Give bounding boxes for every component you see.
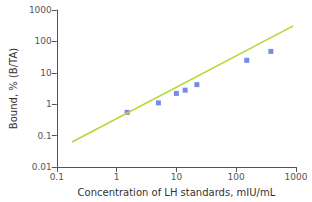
svg-text:Concentration of LH standards,: Concentration of LH standards, mIU/mL bbox=[78, 187, 276, 198]
svg-text:10: 10 bbox=[171, 172, 183, 182]
svg-text:1000: 1000 bbox=[29, 5, 52, 15]
svg-text:Bound, % (B/TA): Bound, % (B/TA) bbox=[8, 48, 19, 129]
svg-text:1: 1 bbox=[114, 172, 120, 182]
svg-text:10: 10 bbox=[40, 68, 52, 78]
svg-text:0.01: 0.01 bbox=[32, 162, 52, 172]
svg-text:0.1: 0.1 bbox=[37, 131, 51, 141]
svg-text:100: 100 bbox=[228, 172, 245, 182]
svg-text:100: 100 bbox=[35, 36, 52, 46]
svg-text:1: 1 bbox=[46, 99, 52, 109]
svg-text:1000: 1000 bbox=[285, 172, 308, 182]
svg-text:0.1: 0.1 bbox=[50, 172, 64, 182]
